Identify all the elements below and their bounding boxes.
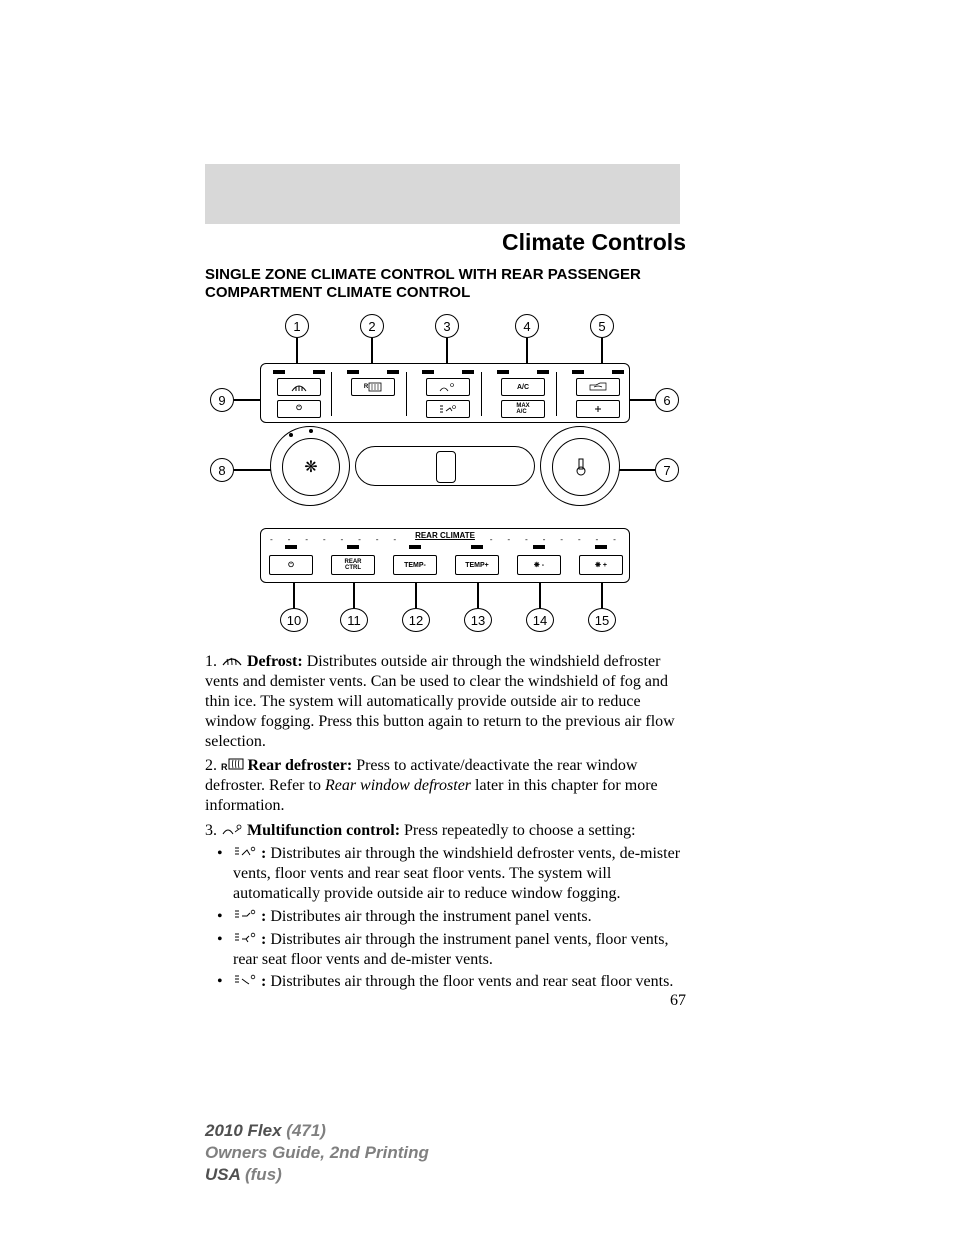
callout-2: 2 [360,314,384,338]
callout-3: 3 [435,314,459,338]
defrost-icon [221,653,243,673]
header-gray-box [205,164,680,224]
airflow-icon-2 [233,908,257,928]
item-1: 1. Defrost: Distributes outside air thro… [205,652,686,752]
callout-6: 6 [655,388,679,412]
rear-ctrl-button: REARCTRL [331,555,375,575]
fan-minus-button: ❋ - [517,555,561,575]
temp-slider [355,446,535,486]
callout-5: 5 [590,314,614,338]
item-2: 2. R Rear defroster: Press to activate/d… [205,756,686,816]
leader [415,583,417,608]
callout-11: 11 [340,608,368,632]
multifunction-button [426,378,470,396]
callout-15: 15 [588,608,616,632]
multifunction-button-2 [426,400,470,418]
leader [539,583,541,608]
bullet-1: • : Distributes air through the windshie… [205,844,686,908]
chapter-title: Climate Controls [502,229,686,256]
leader [477,583,479,608]
leader [630,399,655,401]
leader [353,583,355,608]
temp-minus-button: TEMP- [393,555,437,575]
page-number: 67 [670,992,686,1010]
callout-10: 10 [280,608,308,632]
leader [601,583,603,608]
airflow-icon-3 [233,931,257,951]
callout-7: 7 [655,458,679,482]
temp-plus-button: TEMP+ [455,555,499,575]
callout-12: 12 [402,608,430,632]
airflow-icon-4 [233,973,257,993]
rear-defrost-button: R [351,378,395,396]
upper-control-panel: ⏻ R A/C MAXA/C [260,363,630,423]
item-3: 3. Multifunction control: Press repeated… [205,821,686,841]
defrost-button [277,378,321,396]
ac-button: A/C [501,378,545,396]
callout-14: 14 [526,608,554,632]
fan-dial: ❋ [270,426,350,506]
climate-control-diagram: 1 2 3 4 5 9 6 8 7 ⏻ R [205,308,685,638]
callout-13: 13 [464,608,492,632]
callout-9: 9 [210,388,234,412]
callout-8: 8 [210,458,234,482]
max-ac-button: MAXA/C [501,400,545,418]
fan-plus-button: ❋ + [579,555,623,575]
power-button: ⏻ [277,400,321,418]
leader [293,583,295,608]
multifunction-icon [221,822,243,842]
bullet-2: • : Distributes air through the instrume… [205,907,686,931]
dial-row: ❋ [260,426,630,511]
rear-power-button: ⏻ [269,555,313,575]
leader [234,399,260,401]
bullet-4: • : Distributes air through the floor ve… [205,972,686,996]
bullet-3: • : Distributes air through the instrume… [205,930,686,974]
fan-icon: ❋ [304,457,317,477]
temp-dial [540,426,620,506]
callout-1: 1 [285,314,309,338]
callout-4: 4 [515,314,539,338]
recirculate-button [576,378,620,396]
footer: 2010 Flex (471) Owners Guide, 2nd Printi… [205,1120,429,1186]
rear-climate-panel: REAR CLIMATE - - - - - - - - - - - - - -… [260,528,630,583]
airflow-icon-1 [233,845,257,865]
rear-defrost-icon: R [221,758,244,776]
blank-button [576,400,620,418]
section-heading: SINGLE ZONE CLIMATE CONTROL WITH REAR PA… [205,266,686,302]
